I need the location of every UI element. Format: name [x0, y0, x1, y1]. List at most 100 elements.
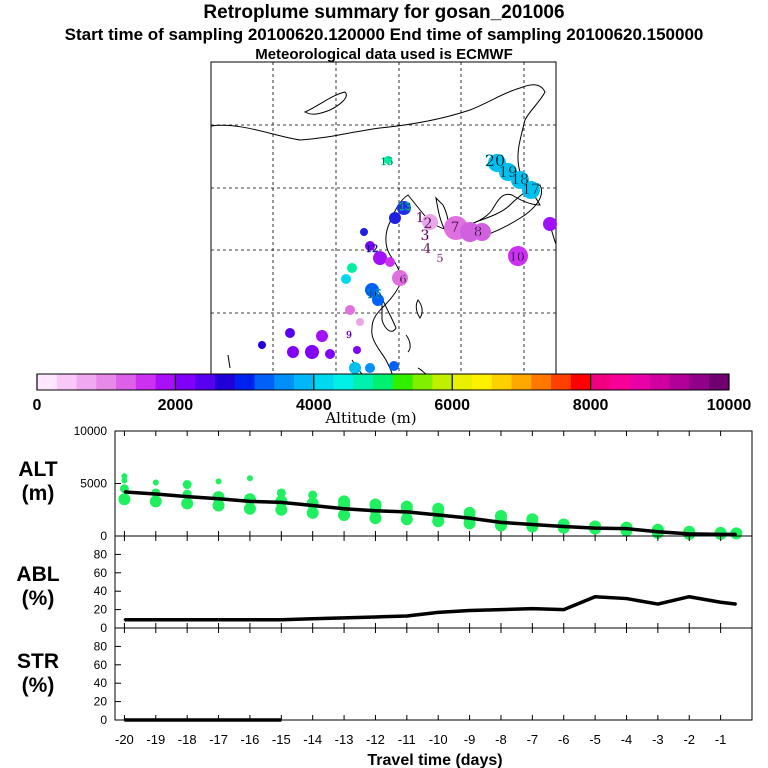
panel-frame [114, 627, 753, 721]
y-tick-label: 80 [94, 547, 108, 561]
map-dot [356, 318, 364, 326]
line-point [625, 597, 628, 600]
line-point [123, 491, 126, 493]
map-dot [385, 257, 395, 267]
x-tick-label: -1 [715, 732, 727, 747]
colorbar-cell [76, 374, 97, 390]
colorbar-cell [491, 374, 513, 390]
map-day-label: 3 [421, 228, 430, 244]
colorbar-cell [333, 374, 354, 390]
colorbar-cell [37, 374, 58, 390]
line-point [594, 595, 596, 598]
line-point [186, 719, 188, 721]
line-point [280, 618, 283, 621]
y-tick-label: 40 [94, 584, 108, 598]
colorbar-cell [610, 374, 631, 390]
map-day-label: 2 [424, 216, 433, 232]
x-tick-label: -16 [241, 732, 260, 747]
y-tick-label: 0 [100, 713, 107, 727]
line-point [406, 511, 408, 513]
x-tick-label: -20 [115, 732, 134, 747]
altitude-colorbar: 0 2000 4000 6000 8000 10000 Altitude (m) [33, 373, 752, 427]
colorbar-tick-label: 8000 [573, 397, 609, 414]
map-dot [384, 156, 392, 164]
y-tick-label: 60 [94, 658, 108, 672]
colorbar-tick-label: 2000 [158, 397, 194, 414]
line-point [311, 618, 314, 620]
alt-scatter-point [400, 513, 413, 526]
panel-ylabel: ABL [16, 563, 59, 586]
y-tick-label: 0 [100, 529, 107, 543]
colorbar-cell [135, 374, 157, 390]
alt-panel: 0 5000 10000 ALT(m) [18, 424, 753, 543]
line-point [123, 618, 126, 621]
map-day-label: 1 [416, 211, 424, 226]
sampling-time-line: Start time of sampling 20100620.120000 E… [64, 25, 704, 44]
line-point [468, 609, 471, 612]
str-panel: 0 20 40 60 80 STR(%) [17, 627, 753, 727]
map-day-label: 6 [400, 273, 407, 286]
x-tick-label: -2 [683, 732, 695, 747]
line-point [719, 533, 722, 536]
colorbar-cell [669, 374, 690, 390]
map-dot [397, 201, 411, 215]
map-day-label: 19 [498, 163, 517, 181]
line-point [437, 611, 440, 614]
alt-scatter-point [400, 500, 413, 513]
line-point [374, 616, 377, 618]
colorbar-cell [254, 374, 275, 390]
alt-scatter-point [152, 479, 159, 486]
map-day-label: 18 [511, 172, 529, 188]
colorbar-cell [452, 374, 473, 390]
alt-scatter-point [215, 478, 222, 485]
line-point [688, 595, 691, 598]
panel-ylabel: (m) [22, 482, 55, 505]
colorbar-cell [353, 374, 374, 390]
colorbar-cell [689, 374, 710, 390]
line-point [562, 608, 565, 611]
map-day-label: 5 [437, 252, 444, 265]
colorbar-cell [590, 374, 611, 390]
colorbar-tick-label: 10000 [707, 397, 752, 414]
x-tick-label: -4 [621, 732, 633, 747]
x-tick-label: -11 [398, 732, 416, 747]
map-dot [389, 361, 399, 371]
line-point [657, 603, 659, 605]
line-point [531, 523, 534, 526]
chart-title: Retroplume summary for gosan_201006 [203, 2, 565, 23]
map-dot [522, 181, 540, 199]
panel-ylabel: (%) [22, 587, 55, 610]
map-dot [473, 223, 491, 241]
x-tick-label: -14 [303, 732, 322, 747]
x-tick-label: -3 [652, 732, 664, 747]
alt-scatter-point [494, 510, 507, 523]
colorbar-cell [373, 374, 394, 390]
map-dot [373, 251, 387, 265]
line-point [657, 531, 659, 533]
colorbar-tick-label: 6000 [434, 397, 470, 414]
colorbar-cell [214, 374, 236, 390]
colorbar-cell [392, 374, 414, 390]
alt-scatter-point [369, 498, 382, 511]
median-line [124, 490, 737, 537]
colorbar-cell [116, 374, 137, 390]
alt-scatter-point [432, 502, 445, 515]
map-day-label: 13 [399, 202, 412, 213]
x-tick-label: -13 [335, 732, 354, 747]
map-dot [365, 283, 379, 297]
alt-scatter-point [275, 503, 288, 516]
alt-scatter-point [181, 497, 194, 510]
line-point [249, 618, 251, 621]
map-dot [422, 214, 438, 230]
map-day-label: 17 [522, 182, 540, 198]
y-tick-label: 10000 [74, 424, 108, 438]
alt-scatter-point [463, 506, 476, 519]
line-point [217, 719, 220, 721]
map-dot [508, 246, 528, 266]
colorbar-cell [551, 374, 572, 390]
line-point [311, 504, 314, 507]
panel-ylabel: (%) [22, 674, 55, 697]
alt-scatter-point [121, 473, 128, 480]
